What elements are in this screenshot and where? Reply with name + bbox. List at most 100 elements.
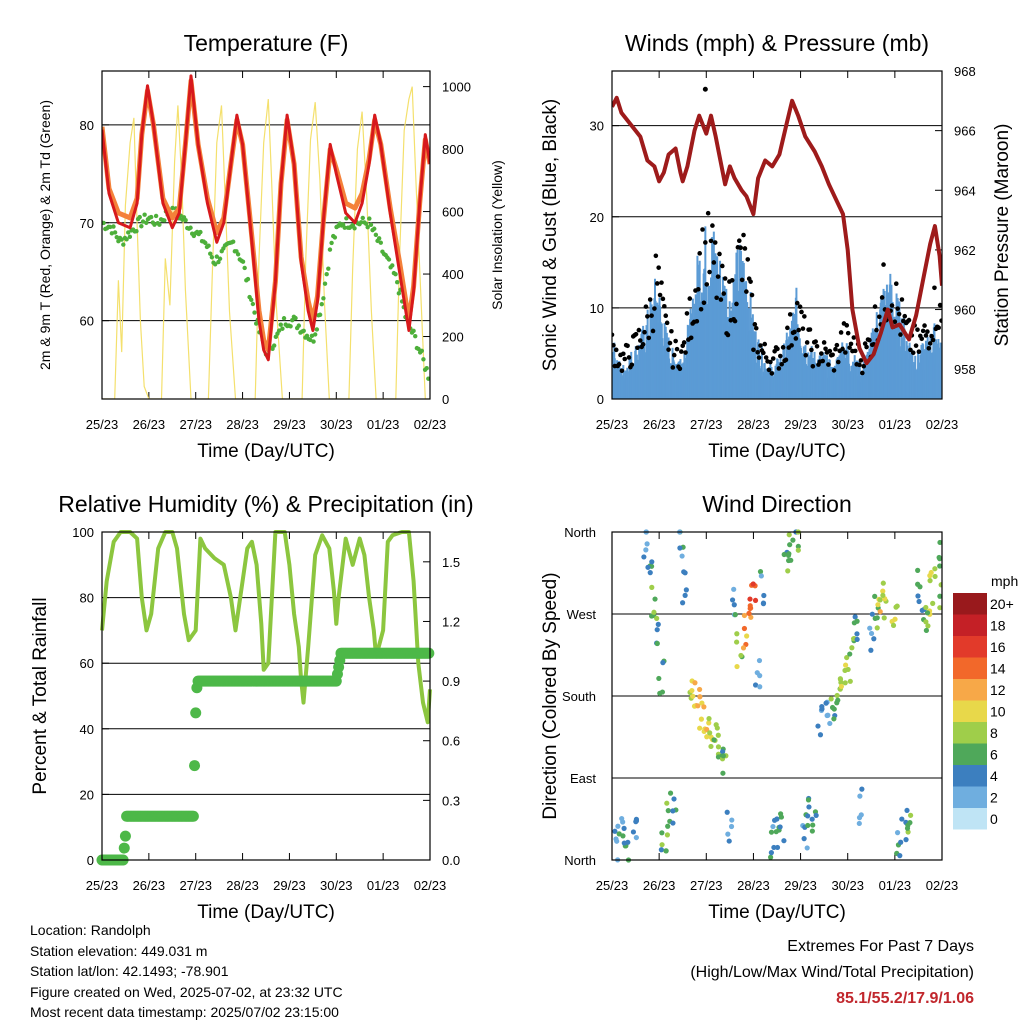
gust-point	[852, 348, 858, 354]
direction-point	[752, 597, 759, 604]
direction-point	[771, 817, 778, 823]
gust-point	[712, 240, 718, 245]
temperature-panel: Temperature (F) Time (Day/UTC) 2m & 9m T (…	[37, 30, 505, 462]
dewpoint-point	[137, 214, 142, 220]
direction-point	[872, 593, 878, 599]
direction-point	[658, 847, 664, 853]
direction-point	[715, 744, 722, 750]
x-axis-label: Time (Day/UTC)	[197, 441, 335, 462]
direction-point	[756, 657, 763, 664]
direction-point	[805, 813, 811, 819]
y-tick-label: 20	[80, 787, 94, 802]
station-info: Location: Randolph Station elevation: 44…	[30, 920, 343, 1023]
direction-point	[804, 845, 810, 851]
dewpoint-point	[114, 234, 119, 240]
direction-point	[834, 700, 840, 706]
dewpoint-point	[426, 376, 430, 381]
dewpoint-point	[249, 297, 254, 302]
winds-pressure-panel: Winds (mph) & Pressure (mb) Time (Day/UTC…	[540, 30, 1013, 462]
direction-point	[697, 694, 703, 700]
direction-point	[729, 597, 736, 603]
gust-point	[717, 251, 722, 257]
gust-point	[681, 340, 687, 345]
direction-point	[664, 800, 670, 806]
gust-point	[845, 330, 851, 336]
y2-tick-label: 962	[954, 243, 976, 258]
gust-point	[694, 318, 700, 324]
x-tick-label: 27/23	[690, 878, 723, 893]
dewpoint-point	[322, 281, 328, 286]
direction-point	[916, 598, 922, 605]
temp-2m-series-line	[102, 74, 430, 362]
gust-point	[778, 353, 783, 359]
direction-point	[908, 812, 914, 818]
gust-peak-point	[702, 86, 708, 92]
y2-tick-label: 1.5	[442, 555, 460, 570]
gust-point	[666, 347, 671, 352]
gust-point	[734, 301, 739, 307]
direction-point	[651, 609, 657, 615]
legend-label: 16	[990, 639, 1006, 655]
direction-point	[654, 627, 660, 633]
direction-point	[834, 692, 840, 699]
direction-point	[781, 838, 787, 844]
dewpoint-point	[198, 229, 203, 235]
dewpoint-point	[281, 316, 287, 321]
gust-point	[753, 325, 759, 331]
direction-point	[859, 786, 865, 792]
gust-point	[802, 314, 807, 319]
gust-point	[851, 335, 857, 340]
direction-point	[813, 812, 819, 818]
chart-title: Wind Direction	[702, 491, 852, 517]
gust-point	[789, 343, 794, 348]
direction-point	[697, 725, 703, 731]
direction-point	[692, 680, 698, 686]
x-tick-label: 02/23	[926, 878, 959, 893]
direction-point	[856, 820, 862, 827]
gust-point	[827, 348, 833, 354]
gust-point	[893, 281, 899, 286]
location-text: Location: Randolph	[30, 922, 151, 938]
gust-point	[834, 342, 840, 348]
direction-point	[774, 844, 781, 851]
gust-point	[915, 327, 920, 332]
gust-point	[646, 335, 652, 341]
direction-point	[805, 797, 812, 803]
plot-frame	[101, 531, 431, 861]
dewpoint-point	[142, 212, 147, 217]
dewpoint-point	[395, 280, 400, 285]
gust-point	[622, 356, 628, 362]
direction-point	[695, 703, 701, 709]
direction-point	[854, 631, 860, 637]
legend-label: 2	[990, 790, 998, 806]
gust-point	[742, 246, 748, 251]
gust-point	[736, 238, 742, 244]
x-tick-label: 02/23	[414, 417, 447, 432]
direction-point	[923, 627, 929, 634]
direction-point	[770, 823, 776, 830]
legend-title: mph	[991, 573, 1018, 589]
gust-point	[809, 347, 814, 353]
x-tick-label: 28/23	[226, 417, 259, 432]
gust-point	[844, 323, 850, 328]
legend-swatch	[953, 614, 987, 636]
gust-point	[896, 311, 902, 317]
gust-point	[939, 318, 942, 323]
dewpoint-point	[396, 291, 402, 296]
y2-tick-label: 0.3	[442, 793, 460, 808]
gust-point	[640, 342, 646, 347]
x-tick-label: 02/23	[414, 878, 447, 893]
direction-point	[881, 615, 887, 621]
gust-point	[861, 363, 867, 369]
direction-point	[937, 605, 942, 611]
gust-point	[751, 347, 756, 353]
direction-point	[760, 600, 767, 606]
gust-point	[674, 346, 680, 352]
dewpoint-point	[424, 366, 429, 371]
direction-point	[874, 625, 880, 631]
legend-swatch	[953, 657, 987, 679]
direction-point	[854, 636, 860, 643]
dewpoint-point	[252, 310, 257, 315]
direction-point	[787, 542, 793, 548]
gust-point	[629, 362, 635, 368]
